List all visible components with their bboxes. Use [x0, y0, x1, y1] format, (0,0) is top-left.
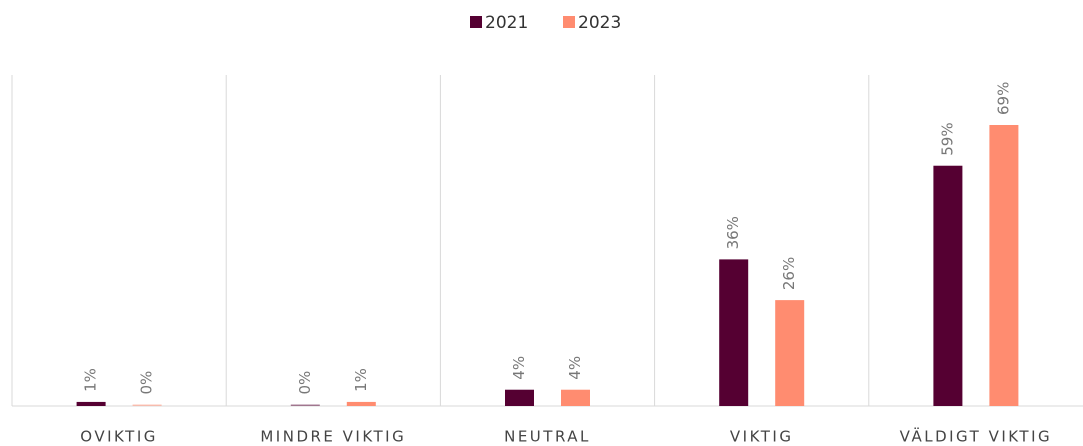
bar	[76, 401, 106, 406]
bar	[775, 300, 805, 406]
legend-label: 2023	[578, 13, 621, 33]
data-label: 1%	[352, 368, 370, 392]
data-label: 4%	[566, 356, 584, 380]
bar	[933, 165, 963, 406]
x-tick-label: VIKTIG	[730, 428, 794, 446]
data-label: 0%	[296, 371, 314, 395]
x-tick-label: OVIKTIG	[80, 428, 158, 446]
legend-swatch	[563, 16, 575, 28]
data-label: 26%	[780, 257, 798, 290]
data-label: 59%	[938, 122, 956, 155]
bar	[719, 259, 749, 406]
bar	[290, 404, 320, 406]
legend-swatch	[470, 16, 482, 28]
data-label: 36%	[724, 216, 742, 249]
data-label: 69%	[994, 82, 1012, 115]
bar	[561, 389, 590, 406]
x-tick-label: MINDRE VIKTIG	[260, 428, 406, 446]
bar	[505, 389, 534, 406]
bar	[989, 125, 1019, 406]
x-tick-label: NEUTRAL	[504, 428, 591, 446]
legend-label: 2021	[485, 13, 528, 33]
x-tick-label: VÄLDIGT VIKTIG	[900, 427, 1052, 446]
data-label: 0%	[138, 371, 156, 395]
data-label: 1%	[82, 368, 100, 392]
bar	[346, 401, 376, 406]
data-label: 4%	[510, 356, 528, 380]
bar	[132, 404, 162, 406]
